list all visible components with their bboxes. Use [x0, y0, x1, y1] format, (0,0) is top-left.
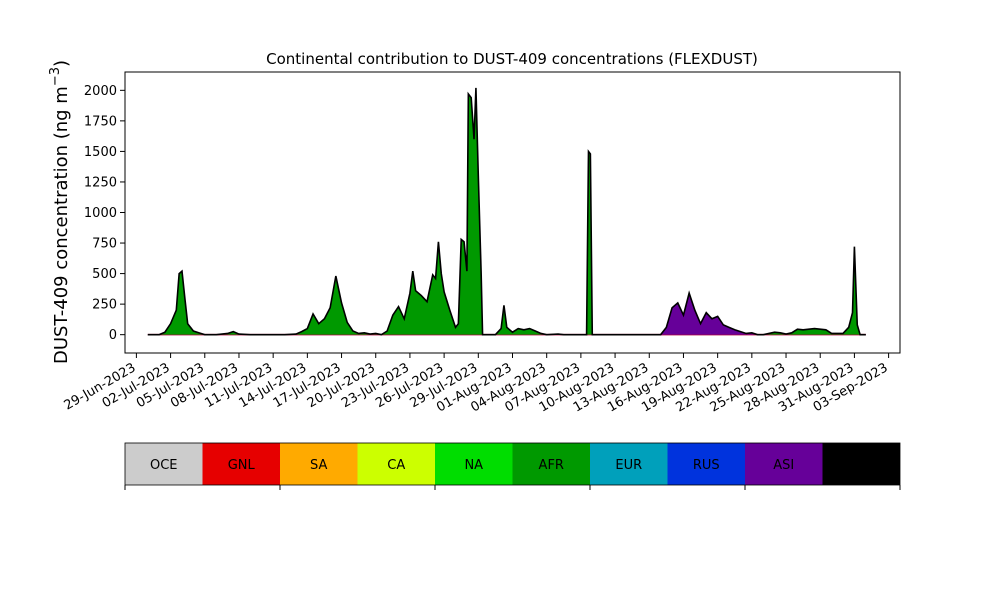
- y-axis-label-main: DUST-409 concentration (ng m: [51, 86, 72, 364]
- x-axis: 29-Jun-202302-Jul-202305-Jul-202308-Jul-…: [62, 353, 891, 416]
- colorbar-swatch-gnl: [202, 443, 280, 485]
- colorbar-swatch-afr: [512, 443, 590, 485]
- y-axis-label-text: DUST-409 concentration (ng m−3): [48, 60, 72, 364]
- colorbar-swatch-rus: [667, 443, 745, 485]
- area-series-group: [147, 87, 866, 336]
- colorbar-swatch-eur: [590, 443, 668, 485]
- total-outline: [147, 87, 866, 336]
- y-axis-label-close: ): [51, 60, 72, 67]
- y-tick-label: 1750: [84, 114, 117, 129]
- colorbar-label-asi: ASI: [773, 458, 794, 473]
- colorbar-label-aus: AUS: [848, 458, 875, 473]
- y-tick-label: 1500: [84, 145, 117, 160]
- y-axis-label-superscript: −3: [48, 67, 63, 86]
- colorbar-frame: [124, 442, 901, 486]
- y-axis-label: DUST-409 concentration (ng m−3): [48, 60, 72, 364]
- chart-title: Continental contribution to DUST-409 con…: [266, 50, 758, 68]
- area-series-asi: [147, 293, 866, 335]
- colorbar-label-eur: EUR: [615, 458, 642, 473]
- colorbar-label-gnl: GNL: [228, 458, 256, 473]
- colorbar-label-na: NA: [464, 458, 483, 473]
- region-colorbar: OCE GNL SA CA NA AFR EUR RUS ASI AUS: [124, 442, 901, 490]
- y-tick-label: 750: [92, 237, 117, 252]
- colorbar-swatch-sa: [280, 443, 358, 485]
- area-series-afr: [147, 87, 866, 335]
- colorbar-label-rus: RUS: [693, 458, 720, 473]
- colorbar-swatch-na: [435, 443, 513, 485]
- colorbar-swatch-asi: [745, 443, 823, 485]
- colorbar-label-sa: SA: [310, 458, 327, 473]
- colorbar-label-ca: CA: [387, 458, 405, 473]
- y-axis: 0 250 500 750 1000 1250 1500 1750 2000: [84, 84, 125, 343]
- colorbar-label-afr: AFR: [539, 458, 564, 473]
- colorbar-swatch-ca: [357, 443, 435, 485]
- colorbar-swatch-oce: [125, 443, 203, 485]
- colorbar-label-oce: OCE: [150, 458, 178, 473]
- y-tick-label: 250: [92, 298, 117, 313]
- y-tick-label: 2000: [84, 84, 117, 99]
- y-tick-label: 1000: [84, 206, 117, 221]
- colorbar-swatch-aus: [822, 443, 900, 485]
- y-tick-label: 500: [92, 267, 117, 282]
- plot-frame: [124, 71, 901, 354]
- y-tick-label: 0: [109, 328, 117, 343]
- y-tick-label: 1250: [84, 175, 117, 190]
